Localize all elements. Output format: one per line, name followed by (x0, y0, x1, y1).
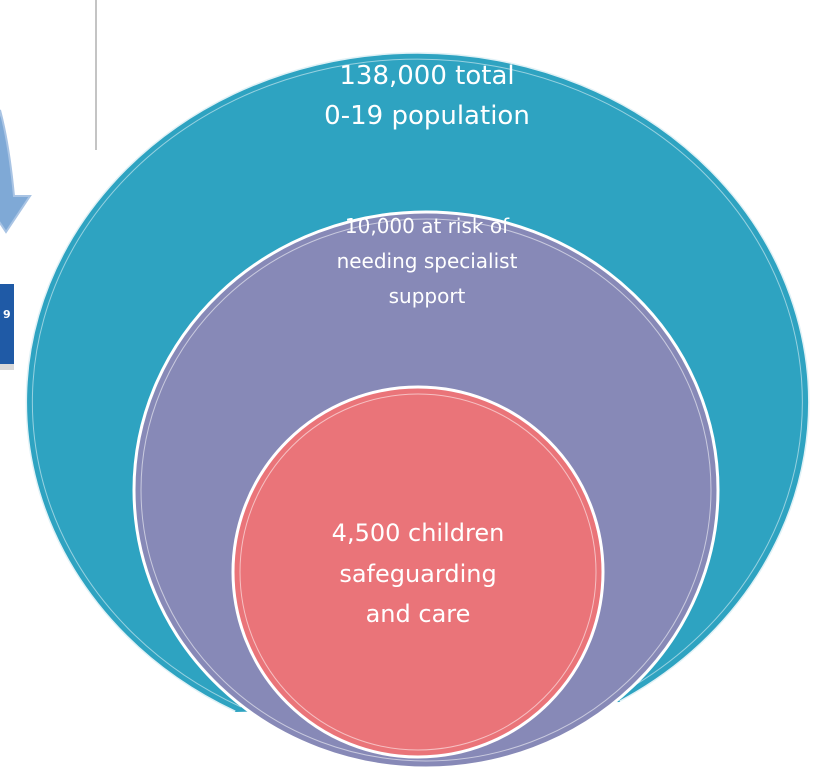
inner-label-line2: safeguarding (339, 560, 496, 588)
middle-label-line1: 10,000 at risk of (345, 214, 510, 238)
cropped-badge: 9 (0, 284, 14, 370)
curved-arrow-icon (0, 109, 32, 234)
inner-label-line1: 4,500 children (332, 519, 505, 547)
middle-label-line2: needing specialist (337, 249, 518, 273)
badge-text: 9 (3, 308, 11, 321)
outer-label-line1: 138,000 total (339, 61, 514, 91)
outer-label-line2: 0-19 population (324, 101, 530, 131)
inner-label-line3: and care (366, 600, 471, 628)
middle-label-line3: support (389, 284, 466, 308)
inner-circle (231, 385, 605, 759)
